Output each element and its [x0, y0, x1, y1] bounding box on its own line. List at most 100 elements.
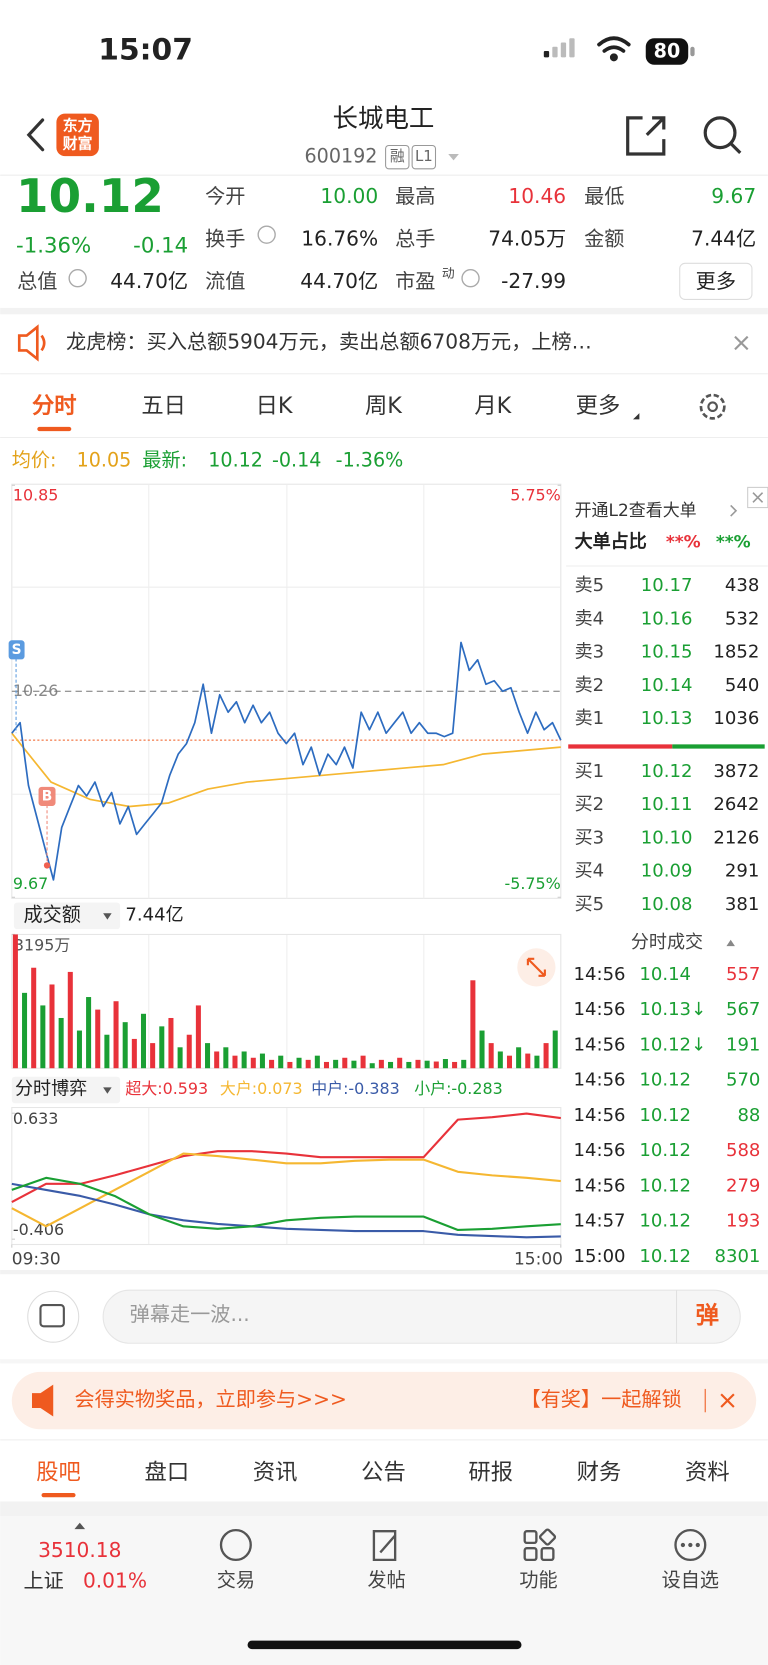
volume-bar	[388, 1061, 394, 1069]
y-tick-label: 9.67	[13, 874, 48, 893]
bottom-tab[interactable]: 财务	[577, 1459, 622, 1485]
book-volume: 2642	[713, 794, 759, 815]
danmaku-button[interactable]: 弹	[696, 1301, 719, 1329]
trade-volume: 8301	[714, 1246, 760, 1267]
expand-icon	[526, 957, 546, 977]
volume-bar	[195, 1005, 201, 1069]
tab[interactable]: 五日	[141, 393, 186, 419]
banner-close[interactable]	[720, 1393, 735, 1408]
bottom-tab[interactable]: 股吧	[36, 1459, 81, 1485]
more-button[interactable]	[679, 262, 753, 300]
tab[interactable]: 分时	[32, 393, 77, 419]
volume-bar	[342, 1057, 348, 1069]
volume-bar	[250, 1057, 256, 1069]
price-grid	[11, 484, 561, 1245]
bottom-tab[interactable]: 研报	[468, 1459, 513, 1485]
index-name: 上证	[23, 1569, 63, 1593]
l2-promo[interactable]: 开通L2查看大单	[575, 501, 697, 521]
more-button-label[interactable]: 更多	[696, 269, 736, 293]
ratio-value: **%	[666, 533, 701, 553]
tab[interactable]: 月K	[474, 393, 512, 419]
y-tick-label: -0.406	[13, 1220, 64, 1239]
price-line	[11, 641, 562, 881]
nav-item[interactable]: 发帖	[368, 1569, 406, 1592]
bottom-tab[interactable]: 资料	[685, 1459, 730, 1485]
dropdown-arrow	[103, 1087, 112, 1094]
volume-bar	[40, 1005, 46, 1069]
avg-price-line	[11, 732, 561, 808]
price-legend: 10.12	[208, 448, 263, 471]
bottom-tab[interactable]: 盘口	[145, 1459, 190, 1485]
flow-selector[interactable]	[11, 1076, 121, 1104]
banner[interactable]	[11, 1371, 757, 1430]
book-label: 买3	[575, 827, 605, 848]
nav-item[interactable]: 功能	[519, 1569, 557, 1592]
tab[interactable]: 周K	[365, 393, 403, 419]
clock: 15:07	[98, 32, 193, 67]
separator	[0, 1269, 768, 1275]
field-label: 流值	[205, 269, 245, 293]
book-price: 10.11	[641, 794, 693, 815]
field-value: 9.67	[711, 184, 756, 208]
nav-item[interactable]: 设自选	[662, 1569, 719, 1592]
trade-volume: 567	[726, 999, 760, 1020]
search-button[interactable]	[703, 116, 742, 155]
tab[interactable]: 更多	[576, 393, 621, 419]
book-label: 卖5	[575, 575, 605, 596]
volume-bar	[516, 1047, 522, 1069]
field-label: 最高	[395, 184, 435, 208]
volume-bar	[433, 1061, 439, 1069]
tab[interactable]: 日K	[256, 393, 294, 419]
close-notice[interactable]	[734, 335, 749, 351]
trade-price: 10.12	[639, 1070, 691, 1091]
settings-button[interactable]	[699, 393, 726, 420]
banner-text: 会得实物奖品，立即参与>>>	[74, 1387, 346, 1411]
volume-bar	[534, 1055, 540, 1069]
flow-line	[11, 1176, 561, 1232]
tab-arrow	[633, 413, 640, 420]
bottom-tab[interactable]: 公告	[361, 1459, 406, 1485]
book-volume: 291	[725, 861, 759, 882]
signal-icon	[543, 38, 575, 58]
ratio-value: **%	[716, 533, 751, 553]
comment-input[interactable]	[102, 1289, 741, 1344]
x-tick-label: 15:00	[514, 1249, 563, 1269]
field-value: 44.70亿	[110, 269, 188, 293]
x-tick-label: 09:30	[12, 1249, 61, 1269]
flow-line	[11, 1112, 561, 1203]
marker-box	[8, 640, 25, 660]
separator	[0, 1501, 768, 1517]
flow-selector-label[interactable]: 分时博弈	[15, 1078, 87, 1099]
price-legend: -0.14	[272, 448, 321, 471]
trade-price: 10.14	[639, 964, 691, 985]
dropdown-arrow	[103, 913, 112, 920]
dropdown-arrow	[448, 153, 459, 161]
volume-selector[interactable]	[13, 902, 121, 930]
volume-bar	[452, 1061, 458, 1069]
volume-bar	[424, 1060, 430, 1069]
battery-level: 80	[654, 40, 681, 63]
field-value: 7.44亿	[691, 226, 756, 250]
book-label: 买2	[575, 794, 605, 815]
volume-selector-label[interactable]: 成交额	[23, 903, 80, 926]
back-button[interactable]	[26, 118, 45, 152]
volume-bar	[131, 1038, 137, 1069]
trade-time: 14:57	[574, 1211, 626, 1232]
trade-volume: 557	[726, 964, 760, 985]
book-volume: 438	[725, 575, 759, 596]
share-button[interactable]	[626, 116, 666, 156]
notice-text: 龙虎榜：买入总额5904万元，卖出总额6708万元，上榜…	[66, 329, 592, 353]
legend-entry: 中户:-0.383	[311, 1079, 399, 1098]
comment-icon-bg[interactable]	[27, 1290, 80, 1343]
badge-box	[385, 144, 410, 170]
megaphone-icon	[31, 1384, 54, 1417]
volume-bar	[323, 1061, 330, 1069]
nav-item[interactable]: 交易	[217, 1569, 255, 1592]
bottom-tab[interactable]: 资讯	[253, 1459, 298, 1485]
trade-volume: 570	[726, 1070, 760, 1091]
field-value: 44.70亿	[300, 269, 378, 293]
book-volume: 3872	[713, 761, 759, 782]
badge-box	[411, 144, 437, 170]
volume-bar	[543, 1043, 549, 1069]
